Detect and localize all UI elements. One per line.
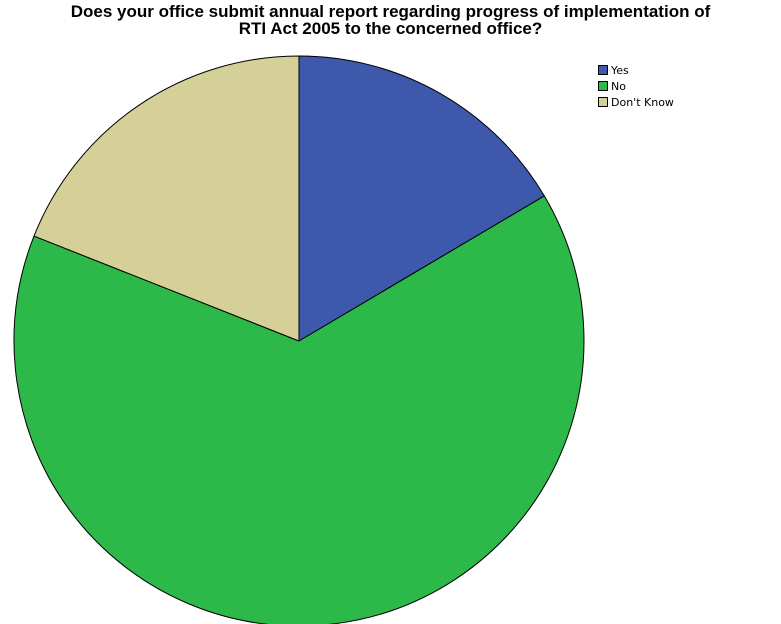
legend-item-no: No (598, 78, 674, 94)
legend-swatch-dont-know (598, 97, 608, 107)
pie-slice-no (13, 195, 585, 624)
pie-slice-don-t-know (33, 55, 300, 342)
chart-title: Does your office submit annual report re… (0, 3, 781, 37)
legend-item-dont-know: Don't Know (598, 94, 674, 110)
legend-item-yes: Yes (598, 62, 674, 78)
legend-label-yes: Yes (611, 63, 629, 77)
legend-label-no: No (611, 79, 626, 93)
legend-swatch-yes (598, 65, 608, 75)
chart-title-line-2: RTI Act 2005 to the concerned office? (238, 19, 543, 38)
legend: Yes No Don't Know (598, 62, 674, 110)
pie-slice-yes (298, 55, 545, 342)
legend-swatch-no (598, 81, 608, 91)
legend-label-dont-know: Don't Know (611, 95, 674, 109)
chart-title-line-1: Does your office submit annual report re… (70, 2, 711, 21)
